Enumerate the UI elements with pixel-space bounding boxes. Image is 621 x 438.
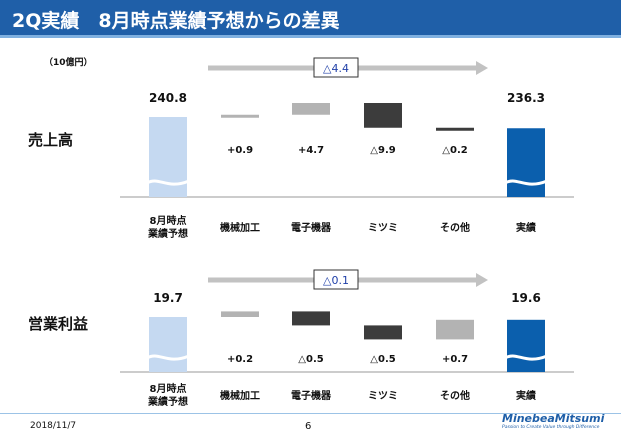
change-value-label: △0.5 [370, 354, 395, 365]
axis-break-mark [504, 179, 548, 186]
forecast-bar [149, 317, 187, 372]
slide-title: 2Q実績 8月時点業績予想からの差異 [12, 10, 340, 32]
category-label: 業績予想 [147, 227, 188, 240]
category-label: ミツミ [368, 390, 398, 402]
row-label-operating-income: 営業利益 [28, 315, 89, 333]
change-value-label: △0.2 [442, 145, 467, 156]
category-label: 8月時点 [150, 214, 187, 227]
increase-bar [221, 114, 259, 118]
category-label: 機械加工 [220, 221, 260, 234]
decrease-bar [292, 311, 330, 326]
page-number: 6 [305, 421, 312, 432]
actual-bar [507, 319, 545, 372]
category-label: 電子機器 [291, 221, 332, 234]
header-rule [0, 35, 621, 38]
brand-logo: MinebeaMitsumi Passion to Create Value t… [502, 412, 612, 430]
category-label: 実績 [516, 221, 536, 234]
change-arrow-head [476, 61, 488, 75]
decrease-bar [436, 127, 474, 131]
change-value-label: +0.2 [227, 354, 253, 365]
category-label: 機械加工 [220, 389, 260, 402]
category-label: 電子機器 [291, 389, 332, 402]
total-change-label: △0.1 [323, 274, 349, 287]
category-label: 8月時点 [150, 382, 187, 395]
axis-break-mark [146, 354, 190, 361]
change-value-label: △0.5 [298, 354, 323, 365]
increase-bar [436, 319, 474, 340]
forecast-value-label: 19.7 [153, 291, 183, 305]
decrease-bar [364, 103, 402, 128]
brand-tagline: Passion to Create Value through Differen… [502, 425, 600, 430]
category-label: その他 [440, 389, 470, 402]
change-value-label: △9.9 [370, 145, 395, 156]
change-value-label: +4.7 [298, 145, 324, 156]
total-change-box [313, 269, 359, 290]
brand-name: MinebeaMitsumi [502, 412, 605, 425]
total-change-label: △4.4 [323, 62, 349, 75]
forecast-value-label: 240.8 [149, 91, 187, 105]
category-label: ミツミ [368, 222, 398, 234]
increase-bar [292, 103, 330, 115]
category-label: 実績 [516, 389, 536, 402]
axis-break-mark [504, 354, 548, 361]
footer-date: 2018/11/7 [30, 421, 77, 431]
change-arrow-head [476, 273, 488, 287]
category-label: その他 [440, 221, 470, 234]
change-value-label: +0.7 [442, 354, 468, 365]
unit-label: （10億円） [44, 58, 93, 68]
slide-header: 2Q実績 8月時点業績予想からの差異 [0, 0, 621, 38]
category-label: 業績予想 [147, 395, 188, 408]
footer-rule [0, 413, 621, 414]
actual-bar [507, 128, 545, 197]
actual-value-label: 19.6 [511, 291, 541, 305]
change-value-label: +0.9 [227, 145, 253, 156]
axis-break-mark [146, 179, 190, 186]
decrease-bar [364, 325, 402, 340]
row-label-sales: 売上高 [28, 131, 74, 149]
increase-bar [221, 311, 259, 317]
total-change-box [313, 57, 359, 78]
actual-value-label: 236.3 [507, 91, 545, 105]
